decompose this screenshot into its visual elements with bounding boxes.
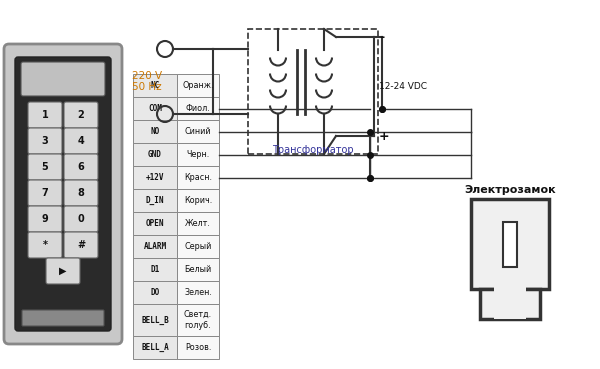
Bar	[177, 74, 219, 97]
Text: 4: 4	[77, 136, 85, 146]
Text: Трансформатор: Трансформатор	[272, 145, 354, 155]
Text: Электрозамок: Электрозамок	[464, 185, 556, 195]
Bar	[177, 304, 219, 336]
Bar	[481, 289, 539, 319]
Text: Серый: Серый	[184, 242, 212, 251]
Text: OPEN: OPEN	[146, 219, 164, 228]
Bar	[133, 143, 177, 166]
Text: ALARM: ALARM	[143, 242, 167, 251]
Bar	[177, 235, 219, 258]
Text: 0: 0	[77, 214, 85, 224]
Text: Красн.: Красн.	[184, 173, 212, 182]
Bar	[177, 258, 219, 281]
FancyBboxPatch shape	[28, 180, 62, 206]
Text: Корич.: Корич.	[184, 196, 212, 205]
Bar	[133, 189, 177, 212]
Text: 2: 2	[77, 110, 85, 120]
Text: D_IN: D_IN	[146, 196, 164, 205]
Text: Зелен.: Зелен.	[184, 288, 212, 297]
Bar	[133, 97, 177, 120]
Bar	[133, 120, 177, 143]
Bar	[177, 143, 219, 166]
Text: BELL_A: BELL_A	[141, 343, 169, 352]
Text: Черн.: Черн.	[187, 150, 209, 159]
Bar	[177, 166, 219, 189]
Text: 3: 3	[41, 136, 49, 146]
Bar	[133, 336, 177, 359]
Text: D1: D1	[151, 265, 160, 274]
Text: Светд.
голуб.: Светд. голуб.	[184, 310, 212, 330]
FancyBboxPatch shape	[64, 154, 98, 180]
Bar	[494, 284, 526, 319]
FancyBboxPatch shape	[64, 102, 98, 128]
Bar	[177, 336, 219, 359]
Text: ▶: ▶	[59, 266, 67, 276]
FancyBboxPatch shape	[64, 180, 98, 206]
Bar	[133, 212, 177, 235]
FancyBboxPatch shape	[46, 258, 80, 284]
FancyBboxPatch shape	[28, 154, 62, 180]
Text: GND: GND	[148, 150, 162, 159]
Text: #: #	[77, 240, 85, 250]
Bar	[133, 281, 177, 304]
Text: Синий: Синий	[185, 127, 211, 136]
Text: DO: DO	[151, 288, 160, 297]
Bar	[177, 212, 219, 235]
Bar	[177, 120, 219, 143]
FancyBboxPatch shape	[15, 57, 111, 331]
FancyBboxPatch shape	[22, 310, 104, 326]
FancyBboxPatch shape	[64, 128, 98, 154]
Bar	[133, 304, 177, 336]
Text: Белый: Белый	[184, 265, 212, 274]
Bar	[471, 199, 549, 289]
Text: 8: 8	[77, 188, 85, 198]
Bar	[503, 221, 517, 266]
FancyBboxPatch shape	[28, 102, 62, 128]
Bar	[248, 29, 378, 154]
FancyBboxPatch shape	[28, 128, 62, 154]
Text: BELL_B: BELL_B	[141, 315, 169, 325]
FancyBboxPatch shape	[64, 206, 98, 232]
Bar	[177, 189, 219, 212]
Bar	[177, 97, 219, 120]
Text: 6: 6	[77, 162, 85, 172]
Text: Желт.: Желт.	[185, 219, 211, 228]
Text: 1: 1	[41, 110, 49, 120]
Text: 5: 5	[41, 162, 49, 172]
Text: Розов.: Розов.	[185, 343, 211, 352]
Bar	[133, 258, 177, 281]
Text: +: +	[379, 130, 389, 142]
Text: Оранж.: Оранж.	[182, 81, 214, 90]
FancyBboxPatch shape	[4, 44, 122, 344]
Bar	[133, 166, 177, 189]
Text: NO: NO	[151, 127, 160, 136]
Text: Фиол.: Фиол.	[185, 104, 211, 113]
FancyBboxPatch shape	[28, 206, 62, 232]
Text: COM: COM	[148, 104, 162, 113]
Bar	[133, 74, 177, 97]
Text: 12-24 VDC: 12-24 VDC	[379, 82, 427, 91]
Text: 7: 7	[41, 188, 49, 198]
FancyBboxPatch shape	[28, 232, 62, 258]
Bar	[133, 235, 177, 258]
FancyBboxPatch shape	[64, 232, 98, 258]
Bar	[177, 281, 219, 304]
Text: 9: 9	[41, 214, 49, 224]
Text: -: -	[379, 31, 384, 44]
Text: 220 V
50 Hz: 220 V 50 Hz	[132, 71, 162, 92]
FancyBboxPatch shape	[21, 62, 105, 96]
Text: *: *	[43, 240, 47, 250]
Text: NC: NC	[151, 81, 160, 90]
Text: +12V: +12V	[146, 173, 164, 182]
